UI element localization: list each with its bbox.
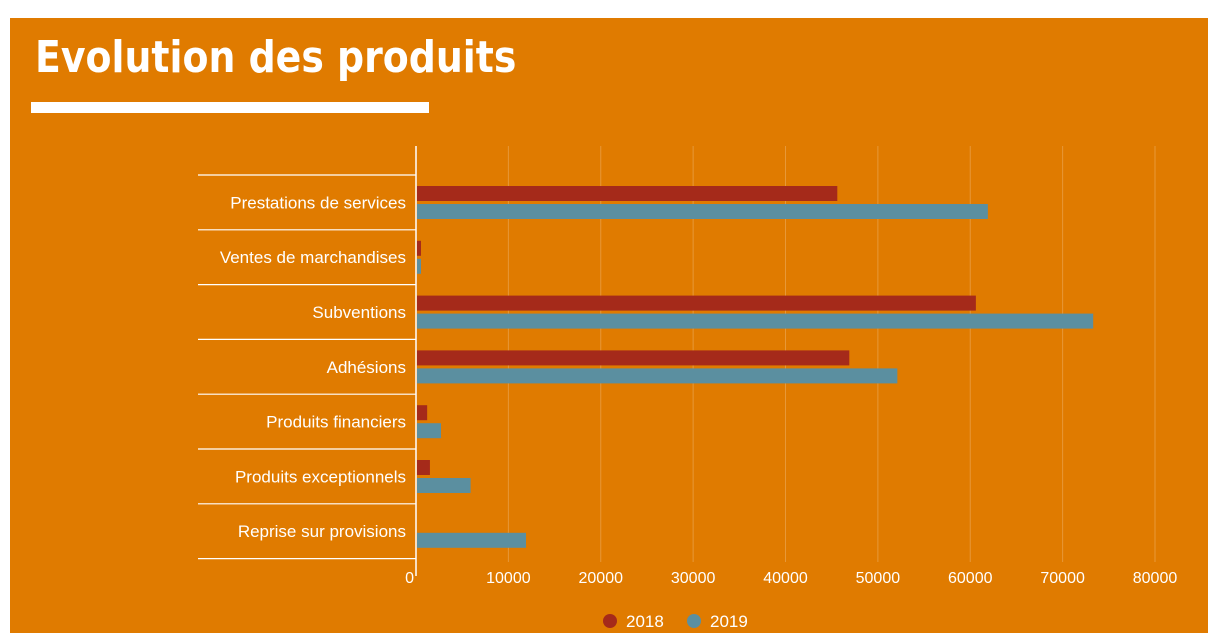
bar-2019-6 bbox=[417, 532, 527, 548]
x-tick-label: 0 bbox=[405, 570, 414, 587]
x-tick-label: 10000 bbox=[486, 570, 531, 587]
category-label: Ventes de marchandises bbox=[220, 248, 406, 267]
bar-2018-5 bbox=[417, 460, 430, 475]
legend-marker-2019[interactable] bbox=[687, 614, 701, 628]
x-tick-label: 30000 bbox=[671, 570, 716, 587]
category-label: Subventions bbox=[312, 303, 406, 322]
category-label: Produits financiers bbox=[266, 413, 406, 432]
bar-2019-0 bbox=[417, 204, 988, 219]
legend-label-2018[interactable]: 2018 bbox=[626, 612, 664, 631]
category-label: Produits exceptionnels bbox=[235, 467, 406, 486]
bar-2018-0 bbox=[417, 186, 838, 201]
chart-panel: Evolution des produits Prestations de se… bbox=[10, 18, 1208, 633]
bar-2019-5 bbox=[417, 478, 471, 493]
bar-2018-2 bbox=[417, 295, 976, 311]
legend-marker-2018[interactable] bbox=[603, 614, 617, 628]
x-tick-label: 60000 bbox=[948, 570, 993, 587]
x-tick-label: 20000 bbox=[579, 570, 624, 587]
bar-2018-1 bbox=[417, 240, 421, 256]
category-label: Adhésions bbox=[327, 358, 406, 377]
bar-2019-1 bbox=[417, 258, 421, 274]
bar-2019-4 bbox=[417, 423, 442, 439]
x-tick-label: 40000 bbox=[763, 570, 808, 587]
x-tick-label: 70000 bbox=[1040, 570, 1085, 587]
page-title: Evolution des produits bbox=[35, 32, 517, 83]
category-label: Reprise sur provisions bbox=[238, 522, 406, 541]
title-underline bbox=[31, 102, 429, 113]
x-tick-label: 50000 bbox=[856, 570, 901, 587]
category-label: Prestations de services bbox=[230, 193, 406, 212]
x-tick-label: 80000 bbox=[1133, 570, 1178, 587]
bar-2018-4 bbox=[417, 405, 428, 421]
bar-2019-3 bbox=[417, 368, 898, 384]
bar-2019-2 bbox=[417, 313, 1094, 329]
bar-2018-3 bbox=[417, 350, 850, 366]
bar-chart: Prestations de services Ventes de marchan… bbox=[198, 146, 1178, 631]
legend-label-2019[interactable]: 2019 bbox=[710, 612, 748, 631]
